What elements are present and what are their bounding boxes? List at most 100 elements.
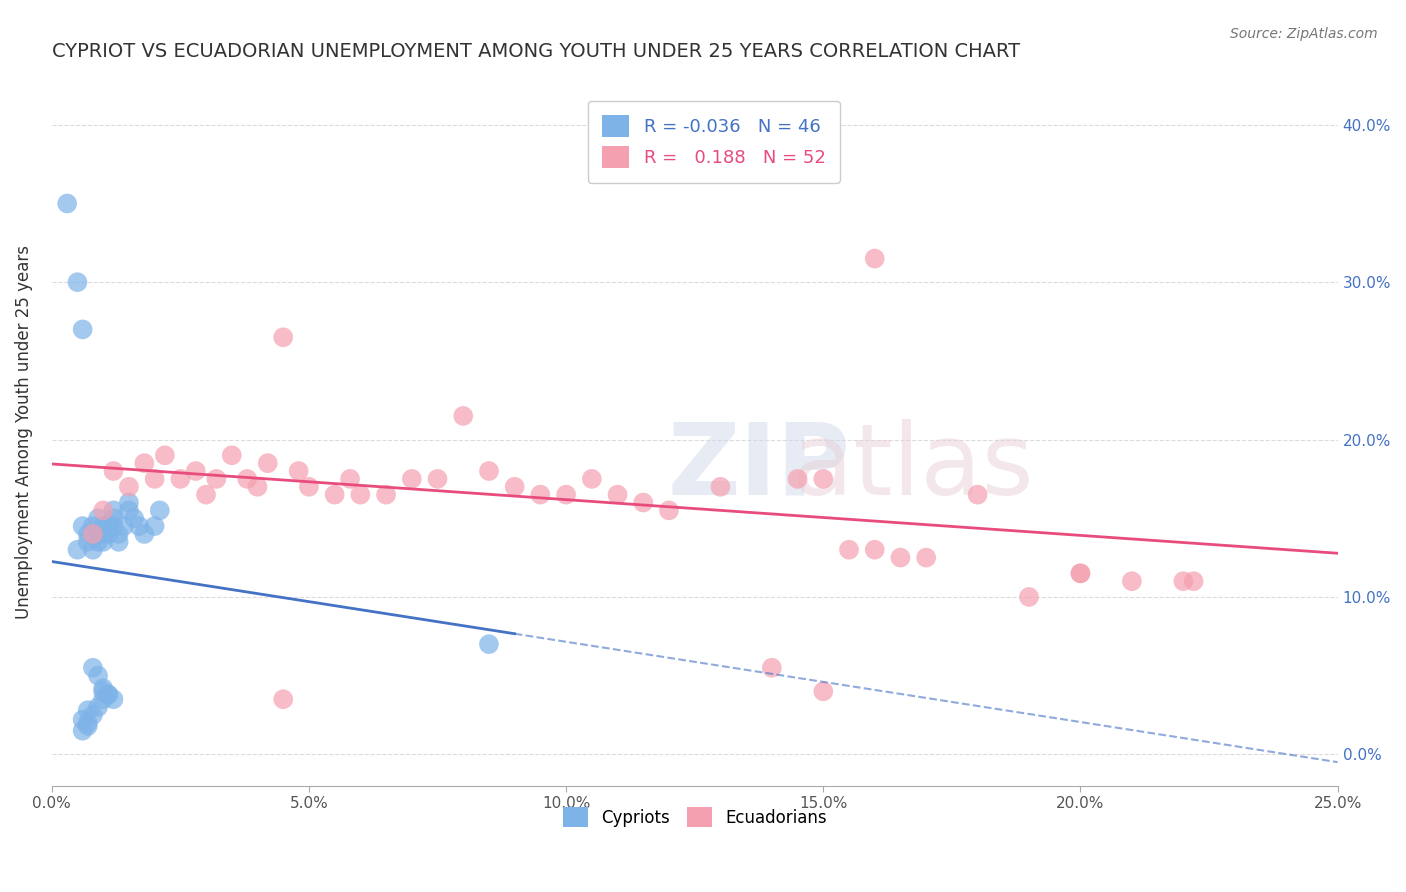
Cypriots [143,519,166,533]
Ecuadorians [323,488,346,502]
Ecuadorians [82,527,104,541]
Ecuadorians [813,684,835,698]
Ecuadorians [246,480,269,494]
Ecuadorians [169,472,191,486]
Cypriots [103,503,125,517]
Cypriots [118,495,141,509]
Ecuadorians [91,503,114,517]
Ecuadorians [195,488,218,502]
Cypriots [72,519,94,533]
Cypriots [72,713,94,727]
Cypriots [97,519,120,533]
Cypriots [134,527,156,541]
Ecuadorians [103,464,125,478]
Ecuadorians [271,330,294,344]
Legend: Cypriots, Ecuadorians: Cypriots, Ecuadorians [557,800,834,834]
Cypriots [107,534,129,549]
Ecuadorians [426,472,449,486]
Cypriots [91,519,114,533]
Ecuadorians [863,542,886,557]
Text: Source: ZipAtlas.com: Source: ZipAtlas.com [1230,27,1378,41]
Cypriots [97,527,120,541]
Cypriots [87,668,110,682]
Ecuadorians [633,495,655,509]
Cypriots [56,196,79,211]
Cypriots [82,542,104,557]
Text: CYPRIOT VS ECUADORIAN UNEMPLOYMENT AMONG YOUTH UNDER 25 YEARS CORRELATION CHART: CYPRIOT VS ECUADORIAN UNEMPLOYMENT AMONG… [52,42,1019,61]
Ecuadorians [761,149,783,163]
Cypriots [118,503,141,517]
Ecuadorians [1069,566,1091,581]
Ecuadorians [184,464,207,478]
Ecuadorians [786,472,808,486]
Ecuadorians [863,252,886,266]
Ecuadorians [153,448,176,462]
Text: ZIP: ZIP [668,418,851,516]
Ecuadorians [503,480,526,494]
Cypriots [103,519,125,533]
Ecuadorians [271,692,294,706]
Ecuadorians [339,472,361,486]
Ecuadorians [889,550,911,565]
Ecuadorians [256,456,278,470]
Ecuadorians [349,488,371,502]
Cypriots [91,681,114,696]
Ecuadorians [966,488,988,502]
Cypriots [91,527,114,541]
Cypriots [149,503,172,517]
Y-axis label: Unemployment Among Youth under 25 years: Unemployment Among Youth under 25 years [15,244,32,619]
Ecuadorians [221,448,243,462]
Cypriots [87,511,110,525]
Cypriots [97,688,120,702]
Cypriots [128,519,150,533]
Cypriots [122,511,145,525]
Cypriots [107,527,129,541]
Cypriots [91,534,114,549]
Ecuadorians [205,472,228,486]
Cypriots [87,534,110,549]
Cypriots [103,511,125,525]
Ecuadorians [761,661,783,675]
Cypriots [478,637,501,651]
Cypriots [82,519,104,533]
Cypriots [66,275,89,289]
Cypriots [82,661,104,675]
Ecuadorians [118,480,141,494]
Cypriots [76,715,98,730]
Ecuadorians [143,472,166,486]
Cypriots [82,708,104,723]
Ecuadorians [298,480,321,494]
Ecuadorians [1018,590,1040,604]
Ecuadorians [529,488,551,502]
Text: atlas: atlas [793,418,1033,516]
Ecuadorians [401,472,423,486]
Ecuadorians [478,464,501,478]
Ecuadorians [606,488,628,502]
Ecuadorians [1069,566,1091,581]
Ecuadorians [236,472,259,486]
Ecuadorians [1173,574,1195,589]
Cypriots [112,519,135,533]
Ecuadorians [709,480,731,494]
Ecuadorians [581,472,603,486]
Cypriots [91,684,114,698]
Ecuadorians [813,472,835,486]
Cypriots [76,527,98,541]
Cypriots [76,703,98,717]
Cypriots [91,692,114,706]
Cypriots [87,700,110,714]
Ecuadorians [375,488,398,502]
Cypriots [76,534,98,549]
Cypriots [87,527,110,541]
Ecuadorians [287,464,309,478]
Cypriots [97,688,120,702]
Cypriots [66,542,89,557]
Ecuadorians [838,542,860,557]
Cypriots [76,719,98,733]
Ecuadorians [451,409,474,423]
Ecuadorians [915,550,938,565]
Ecuadorians [134,456,156,470]
Ecuadorians [1121,574,1143,589]
Ecuadorians [658,503,681,517]
Cypriots [103,692,125,706]
